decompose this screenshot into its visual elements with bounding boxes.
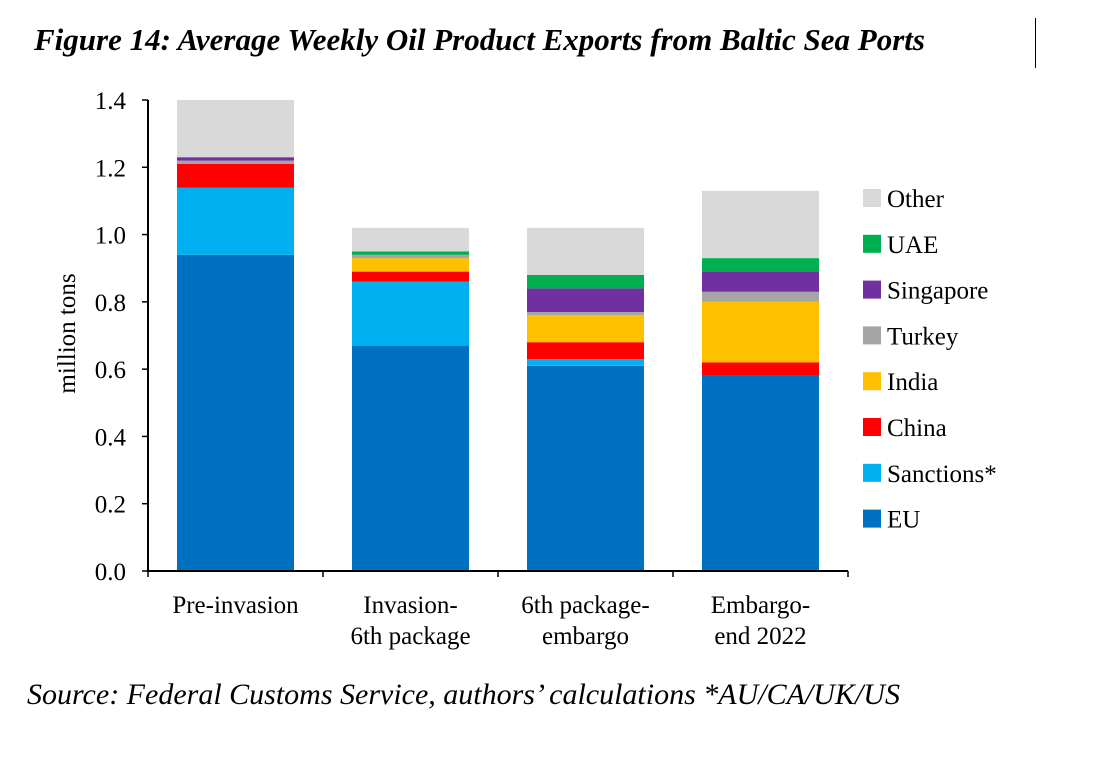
legend-label-india: India [887,369,938,396]
y-axis-label: million tons [54,273,81,393]
x-tick-labels: Pre-invasion Invasion- 6th package 6th pack… [172,592,810,650]
x-tick-label: embargo [542,623,629,650]
bar-segment-india-2 [352,258,469,272]
bar-segment-other-1 [177,100,294,158]
legend-label-uae: UAE [887,232,938,259]
legend-swatch-other [863,189,881,207]
y-tick-label: 0.0 [95,559,126,586]
legend-swatch-india [863,372,881,391]
legend-label-turkey: Turkey [887,323,959,350]
legend-swatch-eu [863,509,881,528]
bar-segment-china-1 [177,163,294,188]
bar-segment-eu-4 [702,375,819,571]
x-tick-label: end 2022 [714,623,806,650]
figure-title: Figure 14: Average Weekly Oil Product Ex… [34,22,925,57]
bar-segment-turkey-4 [702,291,819,302]
bar-segment-turkey-1 [177,160,294,164]
y-tick-label: 0.4 [95,424,127,451]
bar-segment-sanctions-3 [527,359,644,366]
y-tick-label: 0.6 [95,357,126,384]
bar-segment-turkey-2 [352,254,469,259]
bar-segment-india-4 [702,301,819,363]
legend-label-sanctions: Sanctions* [887,461,997,488]
bar-segment-china-2 [352,271,469,282]
text-cursor [1035,18,1036,68]
x-tick-label: Invasion- [363,592,457,619]
legend-swatch-china [863,418,881,436]
bar-segment-sanctions-2 [352,281,469,346]
bar-segment-china-4 [702,362,819,376]
legend-label-singapore: Singapore [887,278,988,305]
bar-segment-india-3 [527,315,644,343]
bar-segment-other-4 [702,190,819,259]
y-tick-label: 1.4 [95,88,127,115]
legend-label-china: China [887,415,947,442]
legend-swatch-singapore [863,280,881,299]
legend-swatch-uae [863,234,881,253]
x-tick-label: Embargo- [711,592,811,619]
figure-source-note: Source: Federal Customs Service, authors… [27,678,900,711]
legend-label-other: Other [887,186,945,213]
bar-segment-eu-2 [352,345,469,571]
bar-segment-sanctions-1 [177,187,294,255]
y-tick-label: 1.0 [95,223,126,250]
legend-swatch-turkey [863,326,881,345]
chart-legend: Other UAE Singapore Turkey India China Sanctio… [863,186,997,534]
chart-axes: million tons [54,99,849,577]
bar-segments [177,100,819,572]
bar-segment-singapore-1 [177,157,294,161]
bar-segment-singapore-4 [702,271,819,292]
x-tick-label: Pre-invasion [172,592,299,619]
bar-segment-other-2 [352,227,469,252]
bar-segment-other-3 [527,227,644,275]
x-tick-label: 6th package- [521,592,649,619]
y-tick-label: 0.8 [95,290,126,317]
legend-swatch-sanctions [863,463,881,482]
legend-label-eu: EU [887,507,920,534]
x-tick-label: 6th package [350,623,470,650]
bar-segment-uae-4 [702,258,819,272]
bar-segment-singapore-3 [527,288,644,312]
bar-segment-china-3 [527,342,644,359]
bar-segment-uae-2 [352,251,469,255]
y-tick-labels: 0.0 0.2 0.4 0.6 0.8 1.0 1.2 1.4 [95,88,127,586]
bar-segment-uae-3 [527,274,644,289]
bar-segment-eu-1 [177,254,294,572]
y-tick-label: 1.2 [95,155,126,182]
y-tick-label: 0.2 [95,492,126,519]
bar-segment-eu-3 [527,365,644,571]
bar-segment-turkey-3 [527,311,644,316]
